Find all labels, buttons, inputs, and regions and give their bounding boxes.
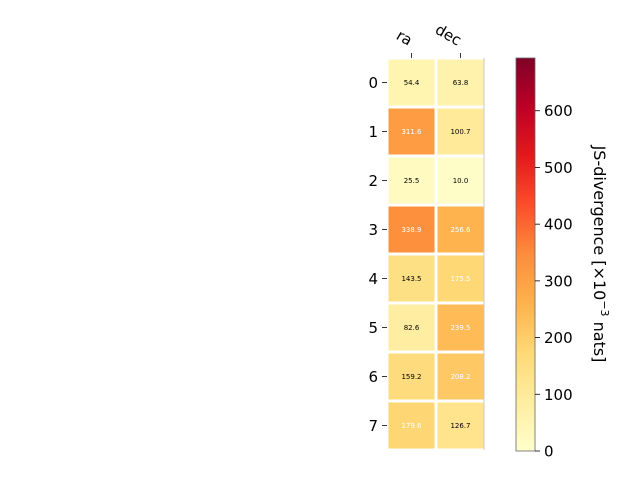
- cell-value-label: 25.5: [404, 177, 420, 185]
- heatmap-cell: [437, 353, 484, 400]
- cell-value-label: 10.0: [453, 177, 469, 185]
- colorbar: 0 100 200 300 400 500 600 JS-divergence [×10−3 …: [515, 57, 611, 461]
- heatmap-cell: [437, 157, 484, 204]
- cell-value-label: 54.4: [404, 79, 420, 87]
- cell-value-label: 338.9: [401, 226, 421, 234]
- colorbar-tick-label: 600: [544, 102, 573, 120]
- cell-value-label: 159.2: [401, 373, 421, 381]
- row-tick-label: 2: [368, 172, 378, 190]
- heatmap-cell: [388, 304, 435, 351]
- heatmap-cell: [437, 255, 484, 302]
- colorbar-label: JS-divergence [×10−3 nats]: [590, 145, 611, 363]
- heatmap-cell: [388, 108, 435, 155]
- heatmap-cell: [388, 353, 435, 400]
- heatmap-cell: [437, 304, 484, 351]
- heatmap-cell: [437, 59, 484, 106]
- heatmap-cell: [388, 157, 435, 204]
- colorbar-tick-label: 300: [544, 272, 573, 290]
- cell-value-label: 179.6: [401, 422, 422, 430]
- row-tick-label: 3: [368, 221, 378, 239]
- colorbar-tick-label: 500: [544, 159, 573, 177]
- row-tick-label: 4: [368, 270, 378, 288]
- heatmap-cell: [437, 402, 484, 449]
- cell-value-label: 239.5: [450, 324, 470, 332]
- cell-value-label: 100.7: [450, 128, 470, 136]
- heatmap-cell: [437, 108, 484, 155]
- colorbar-gradient: [515, 57, 536, 452]
- heatmap-cell: [388, 255, 435, 302]
- column-tick-label: ra: [393, 26, 415, 49]
- cell-value-label: 208.2: [450, 373, 470, 381]
- colorbar-tick-label: 200: [544, 329, 573, 347]
- heatmap-cell: [388, 402, 435, 449]
- heatmap-axes: 54.4 63.8 311.6 100.7 25.5 10.0 338.9 256.6 143.…: [368, 20, 485, 450]
- cell-value-label: 175.5: [450, 275, 470, 283]
- heatmap-cell: [388, 206, 435, 253]
- row-tick-label: 6: [368, 368, 378, 386]
- colorbar-tick-label: 0: [544, 443, 554, 461]
- heatmap-cell: [388, 59, 435, 106]
- colorbar-tick-label: 100: [544, 386, 573, 404]
- cell-value-label: 256.6: [450, 226, 471, 234]
- cell-value-label: 143.5: [401, 275, 421, 283]
- row-tick-label: 0: [368, 74, 378, 92]
- cell-value-label: 82.6: [404, 324, 420, 332]
- column-tick-label: dec: [432, 20, 464, 49]
- heatmap-cell: [437, 206, 484, 253]
- row-tick-label: 7: [368, 417, 378, 435]
- row-tick-label: 1: [368, 123, 378, 141]
- row-tick-label: 5: [368, 319, 378, 337]
- cell-value-label: 311.6: [401, 128, 422, 136]
- cell-value-label: 126.7: [450, 422, 470, 430]
- cell-value-label: 63.8: [453, 79, 469, 87]
- colorbar-tick-label: 400: [544, 216, 573, 234]
